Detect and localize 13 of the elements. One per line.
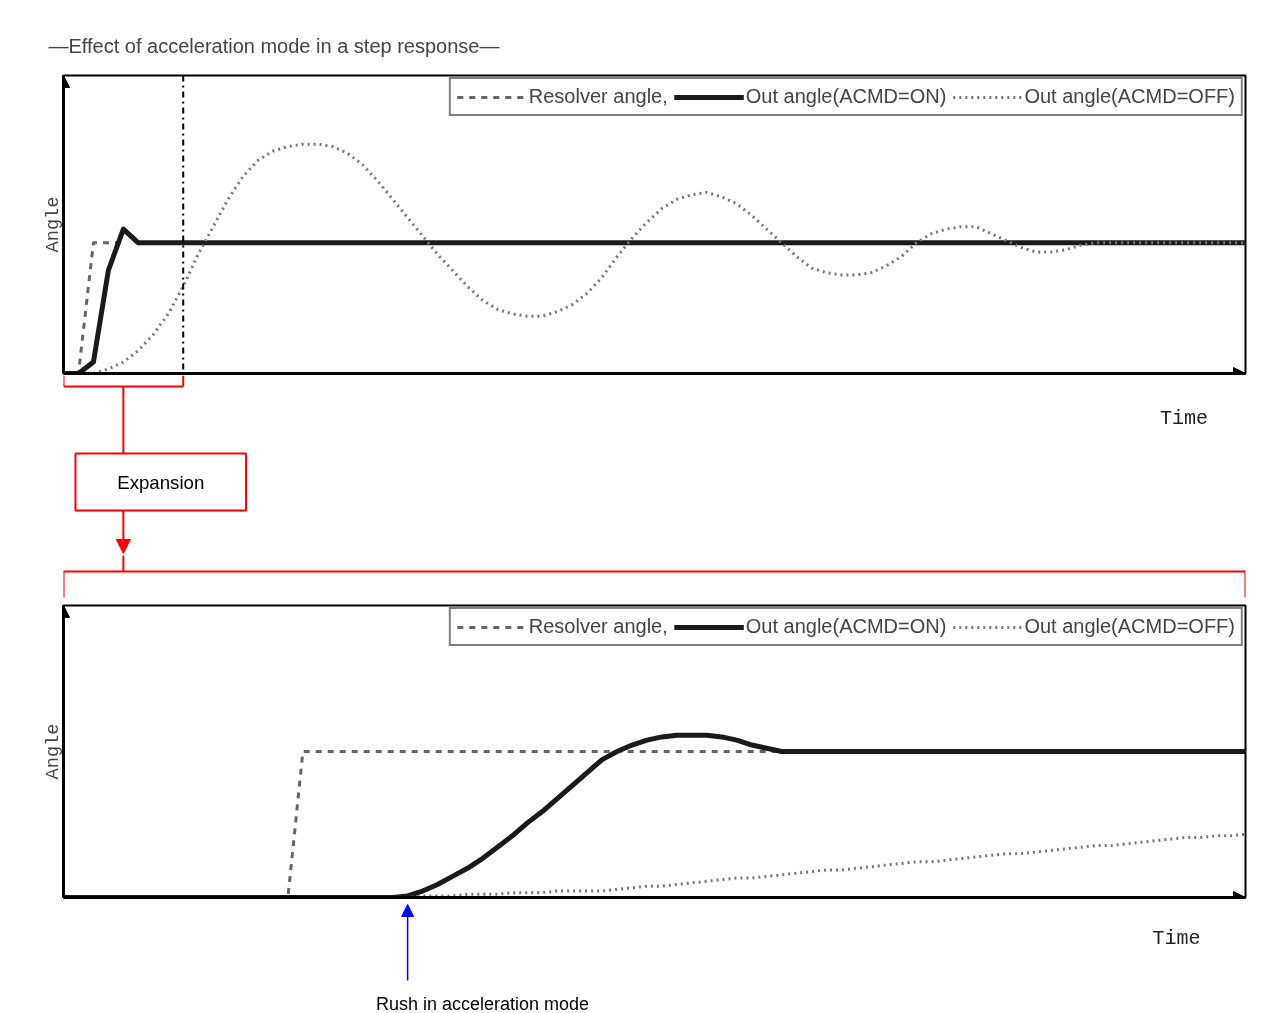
x-axis-title: Time [1152,927,1201,950]
chart-title: —Effect of acceleration mode in a step response— [48,34,500,57]
legend-label: Out angle(ACMD=OFF) [1024,85,1235,108]
text: Rush in acceleration mode [375,993,589,1013]
legend-label: Out angle(ACMD=ON) [745,615,947,638]
text: Expansion [117,472,205,493]
y-axis-title: Angle [41,196,64,253]
legend-label: Out angle(ACMD=OFF) [1024,615,1235,638]
y-axis-title: Angle [41,723,64,780]
legend-label: Resolver angle, [528,615,668,638]
legend-label: Out angle(ACMD=ON) [745,85,947,108]
x-axis-title: Time [1160,407,1209,430]
legend-label: Resolver angle, [528,85,668,108]
